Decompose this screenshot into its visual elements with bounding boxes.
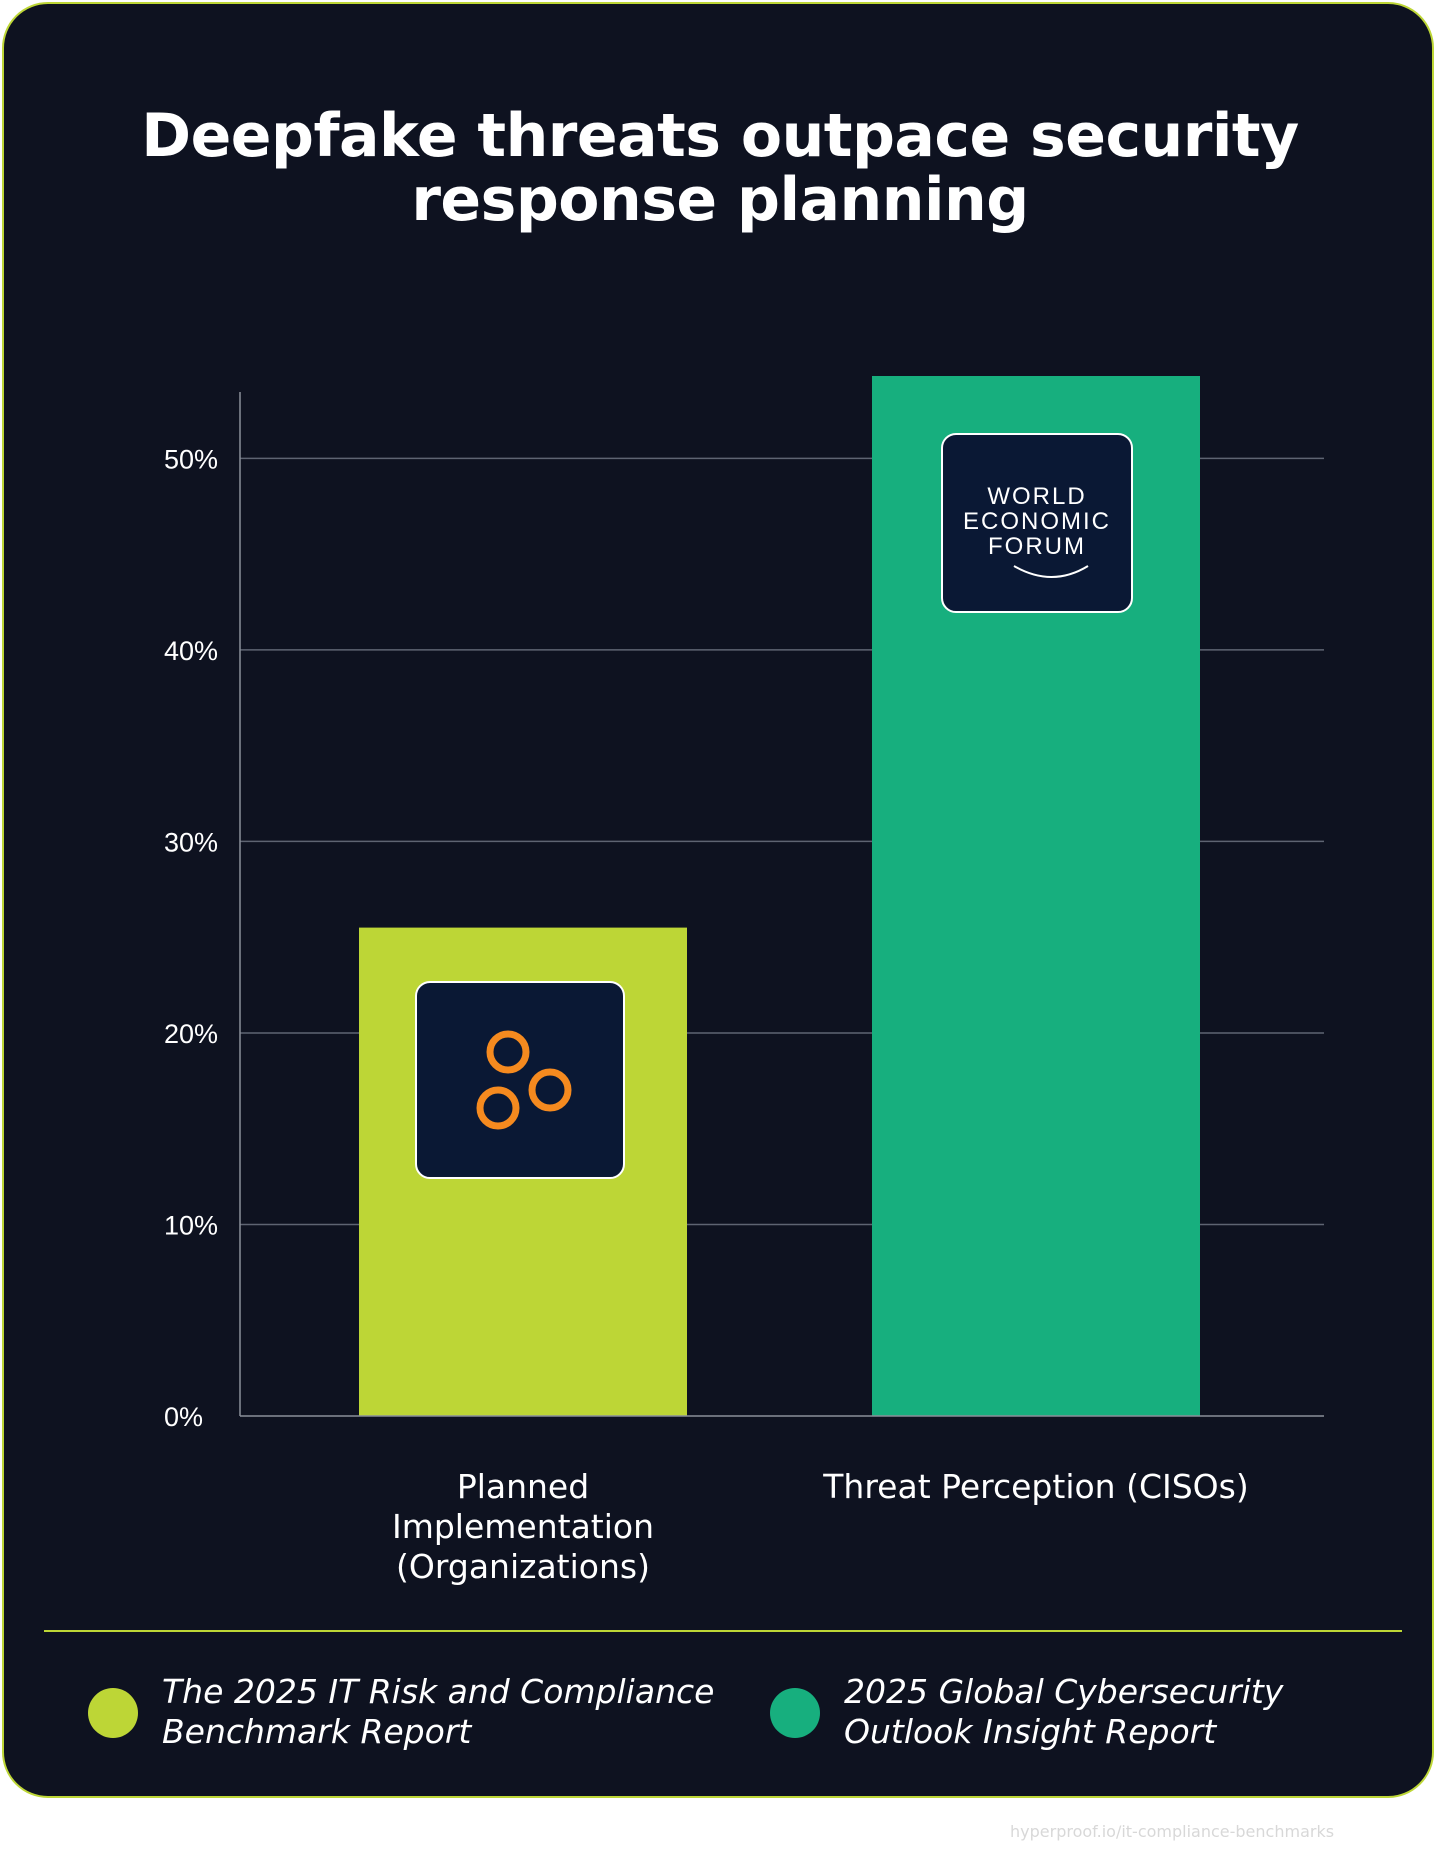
legend-divider: [44, 1630, 1402, 1632]
y-tick-label-40: 40%: [164, 636, 218, 666]
y-tick-label-30: 30%: [164, 827, 218, 857]
chart-title: Deepfake threats outpace security respons…: [141, 101, 1299, 235]
legend-swatch-1: [770, 1688, 820, 1738]
orange-circles-logo-icon: [476, 1030, 572, 1130]
legend-item-0: The 2025 IT Risk and Compliance Benchmar…: [88, 1672, 714, 1752]
wef-logo-arc: [1013, 565, 1089, 578]
legend-label-0: The 2025 IT Risk and Compliance Benchmar…: [162, 1672, 715, 1751]
x-category-label-0: Planned Implementation (Organizations): [392, 1467, 654, 1586]
y-tick-label-10: 10%: [164, 1210, 218, 1240]
legend-swatch-0: [88, 1688, 138, 1738]
y-tick-label-20: 20%: [164, 1019, 218, 1049]
legend-label-1: 2025 Global Cybersecurity Outlook Insigh…: [844, 1672, 1284, 1751]
chart-card: Deepfake threats outpace security respons…: [2, 2, 1434, 1798]
x-category-label-1: Threat Perception (CISOs): [822, 1467, 1248, 1506]
logo-badge-0: [415, 981, 625, 1179]
y-tick-label-0: 0%: [164, 1402, 203, 1432]
y-tick-label-50: 50%: [164, 444, 218, 474]
legend-item-1: 2025 Global Cybersecurity Outlook Insigh…: [770, 1672, 1283, 1752]
wef-logo-text-0: WORLD: [987, 483, 1086, 510]
source-url-watermark: hyperproof.io/it-compliance-benchmarks: [1010, 1822, 1335, 1841]
bar-chart: 0% 10% 20% 30% 40% 50% Planned Implementation (O…: [164, 376, 1324, 1586]
wef-logo-text-2: FORUM: [988, 533, 1086, 560]
wef-logo-text-1: ECONOMIC: [963, 508, 1111, 535]
